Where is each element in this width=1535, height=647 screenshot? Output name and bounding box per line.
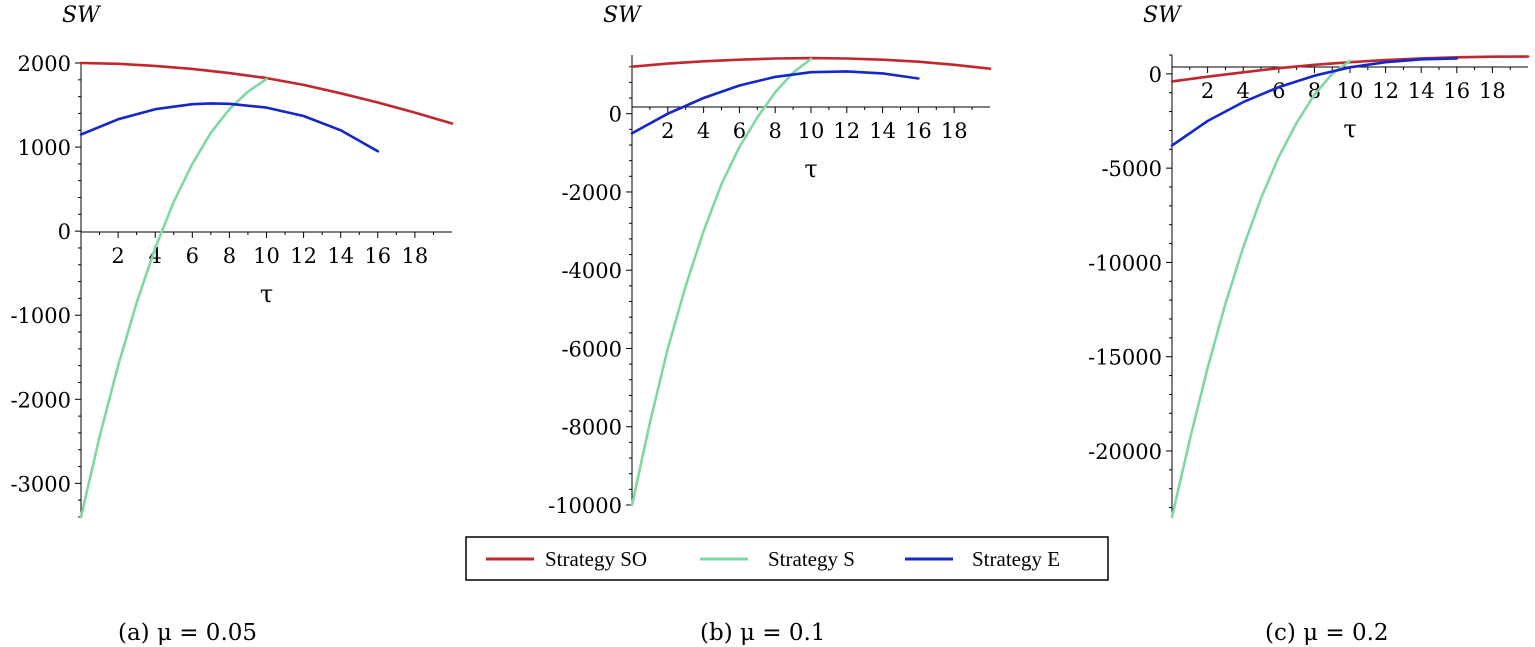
legend-label-so: Strategy SO <box>545 547 647 571</box>
x-tick-label: 2 <box>1201 79 1214 103</box>
legend: Strategy SO Strategy S Strategy E <box>465 536 1109 581</box>
x-tick-label: 8 <box>1308 79 1321 103</box>
x-tick-label: 16 <box>905 119 932 143</box>
x-tick-label: 4 <box>697 119 710 143</box>
y-axis-title-b: SW <box>603 3 643 28</box>
series-line-strategy-e <box>1170 57 1459 147</box>
x-tick-label: 18 <box>402 244 429 268</box>
panel-a: 2 4 6 8 10 12 14 16 18 -3000 -2000 -1000 0 1000 2000 SW… <box>10 3 454 519</box>
x-tick-label: 18 <box>1479 79 1506 103</box>
x-tick-label: 6 <box>1272 79 1285 103</box>
x-tick-label: 12 <box>1372 79 1399 103</box>
y-tick-label: -6000 <box>561 337 622 361</box>
y-tick-label: -4000 <box>561 259 622 283</box>
y-tick-label: -5000 <box>1101 157 1162 181</box>
x-tick-label: 16 <box>1443 79 1470 103</box>
y-tick-label: -2000 <box>10 388 71 412</box>
y-tick-label: -2000 <box>561 181 622 205</box>
x-axis-title-a: τ <box>260 280 273 308</box>
y-tick-label: -10000 <box>1088 251 1162 275</box>
x-axis-title-b: τ <box>804 155 817 183</box>
x-tick-label: 2 <box>111 244 124 268</box>
x-tick-label: 4 <box>1237 79 1250 103</box>
x-tick-label: 10 <box>798 119 825 143</box>
y-tick-label: -3000 <box>10 472 71 496</box>
series-line-strategy-s <box>79 77 268 519</box>
x-tick-label: 8 <box>223 244 236 268</box>
legend-frame <box>465 536 1109 581</box>
y-tick-label: -20000 <box>1088 440 1162 464</box>
caption-c: (c) μ = 0.2 <box>1265 620 1389 646</box>
y-tick-label: 1000 <box>18 136 71 160</box>
x-tick-label: 2 <box>661 119 674 143</box>
y-tick-label: -1000 <box>10 304 71 328</box>
x-tick-label: 6 <box>186 244 199 268</box>
caption-a: (a) μ = 0.05 <box>118 620 257 646</box>
y-axis-title-a: SW <box>62 3 102 28</box>
y-tick-label: -15000 <box>1088 346 1162 370</box>
panel-b: 2 4 6 8 10 12 14 16 18 -10000 -8000 -6000 -4000 -2000… <box>548 3 992 518</box>
y-tick-label: 0 <box>609 103 622 127</box>
series-line-strategy-s <box>630 57 813 507</box>
panel-c: 2 4 6 8 10 12 14 16 18 -20000 -15000 -10000 -5000 0 SW… <box>1088 3 1530 519</box>
y-axis-title-c: SW <box>1143 3 1183 28</box>
x-tick-label: 6 <box>733 119 746 143</box>
caption-b: (b) μ = 0.1 <box>700 620 825 646</box>
x-tick-label: 16 <box>364 244 391 268</box>
x-tick-label: 12 <box>833 119 860 143</box>
y-tick-label: -8000 <box>561 416 622 440</box>
x-tick-label: 10 <box>1337 79 1364 103</box>
series-line-strategy-e <box>630 70 920 135</box>
y-tick-label: -10000 <box>548 494 622 518</box>
y-tick-label: 0 <box>58 220 71 244</box>
legend-label-s: Strategy S <box>768 547 855 571</box>
y-tick-label: 2000 <box>18 52 71 76</box>
x-tick-label: 18 <box>941 119 968 143</box>
series-line-strategy-s <box>1170 59 1352 519</box>
x-tick-label: 14 <box>869 119 896 143</box>
x-tick-label: 8 <box>769 119 782 143</box>
x-tick-label: 12 <box>290 244 317 268</box>
legend-label-e: Strategy E <box>972 547 1060 571</box>
x-tick-label: 10 <box>253 244 280 268</box>
series-line-strategy-e <box>79 102 380 153</box>
x-tick-label: 4 <box>149 244 162 268</box>
x-axis-title-c: τ <box>1343 115 1356 143</box>
x-tick-label: 14 <box>1408 79 1435 103</box>
x-tick-label: 14 <box>327 244 354 268</box>
y-tick-label: 0 <box>1149 63 1162 87</box>
